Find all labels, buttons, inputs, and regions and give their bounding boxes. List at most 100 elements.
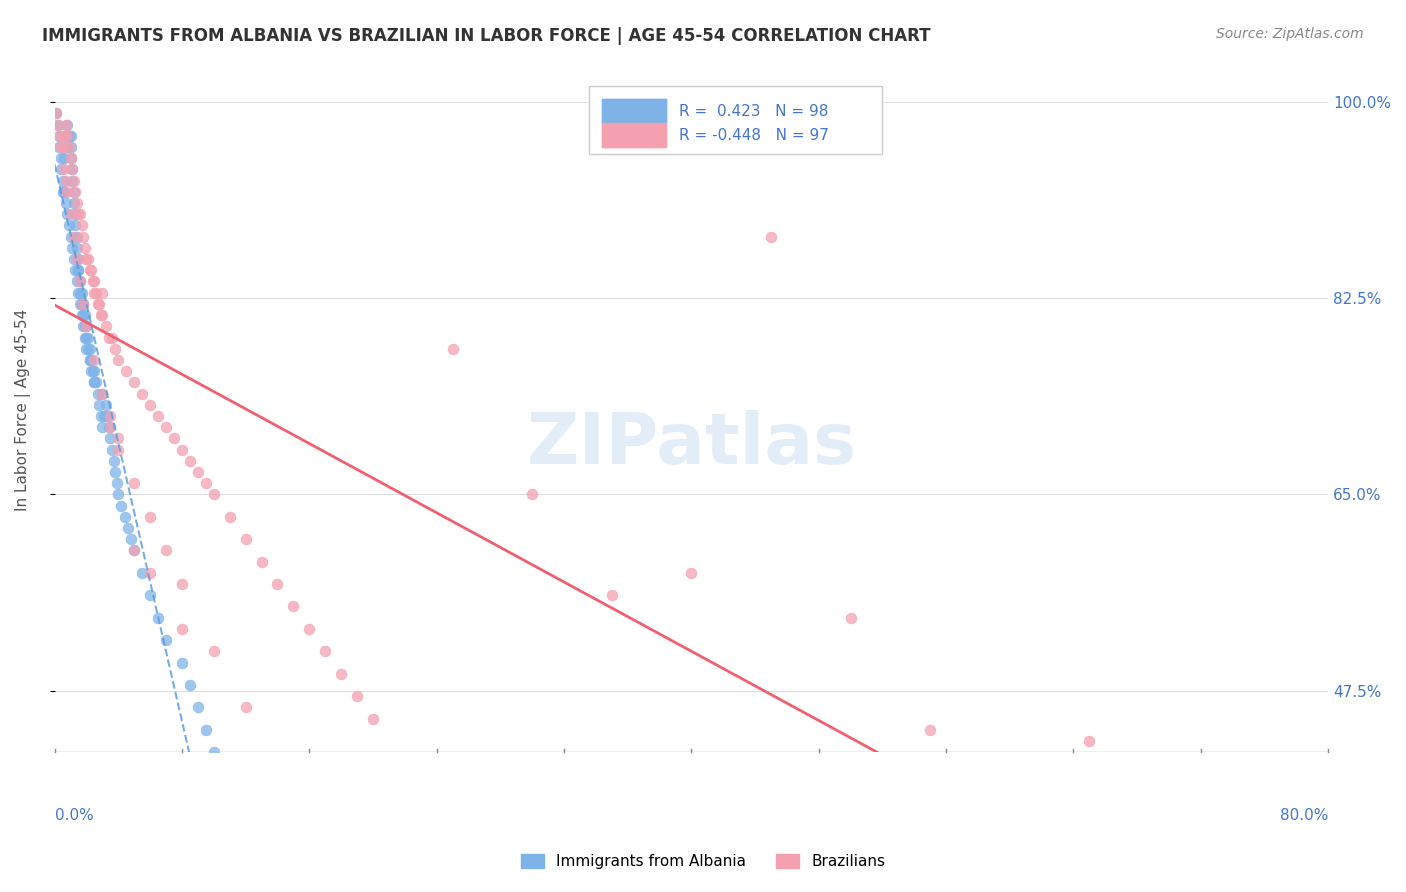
Point [179, 678, 201, 692]
Point [441, 342, 464, 356]
Point [1078, 734, 1101, 748]
Point [131, 566, 153, 580]
Point [55, 118, 77, 132]
Point [53, 185, 76, 199]
Point [75, 319, 97, 334]
Point [94, 398, 117, 412]
FancyBboxPatch shape [589, 86, 883, 154]
Point [58, 219, 80, 233]
Point [96, 409, 118, 423]
Point [62, 185, 84, 199]
Legend: Immigrants from Albania, Brazilians: Immigrants from Albania, Brazilians [515, 848, 891, 875]
Point [67, 263, 90, 277]
Point [105, 476, 128, 491]
Point [49, 140, 72, 154]
Point [70, 285, 93, 300]
Point [139, 566, 162, 580]
Point [194, 476, 217, 491]
Point [155, 633, 177, 648]
Point [48, 128, 70, 143]
Point [58, 140, 80, 154]
Point [62, 173, 84, 187]
Point [170, 656, 193, 670]
Point [89, 398, 111, 412]
Point [67, 252, 90, 266]
Point [48, 128, 70, 143]
Point [59, 151, 82, 165]
Point [83, 352, 105, 367]
Point [298, 622, 321, 636]
Point [75, 342, 97, 356]
Point [62, 252, 84, 266]
Point [69, 297, 91, 311]
Point [122, 543, 145, 558]
Point [122, 476, 145, 491]
Point [56, 207, 79, 221]
Point [103, 454, 125, 468]
Point [681, 566, 703, 580]
Point [155, 420, 177, 434]
Point [77, 252, 100, 266]
Point [91, 285, 114, 300]
Point [90, 409, 112, 423]
Point [59, 207, 82, 221]
Point [86, 297, 108, 311]
Point [839, 610, 862, 624]
Point [70, 297, 93, 311]
Point [52, 173, 75, 187]
Point [83, 275, 105, 289]
Point [117, 521, 139, 535]
Point [266, 577, 288, 591]
Point [75, 319, 97, 334]
Point [70, 219, 93, 233]
Point [45, 106, 67, 120]
Point [73, 241, 96, 255]
Text: R =  0.423   N = 98: R = 0.423 N = 98 [679, 104, 828, 120]
Point [72, 297, 94, 311]
Point [155, 543, 177, 558]
Point [83, 376, 105, 390]
Point [98, 420, 121, 434]
Y-axis label: In Labor Force | Age 45-54: In Labor Force | Age 45-54 [15, 310, 31, 511]
Point [107, 487, 129, 501]
Point [83, 364, 105, 378]
Point [80, 352, 103, 367]
Point [77, 342, 100, 356]
Point [60, 173, 83, 187]
Point [131, 386, 153, 401]
Point [170, 442, 193, 457]
Point [55, 196, 77, 211]
Point [62, 229, 84, 244]
Point [60, 241, 83, 255]
Point [59, 140, 82, 154]
Point [56, 140, 79, 154]
Point [75, 252, 97, 266]
Point [107, 431, 129, 445]
Point [49, 162, 72, 177]
Point [66, 252, 89, 266]
Point [69, 207, 91, 221]
Point [83, 376, 105, 390]
Point [122, 543, 145, 558]
Point [98, 431, 121, 445]
Point [93, 409, 115, 423]
Point [66, 241, 89, 255]
Point [55, 173, 77, 187]
Point [120, 533, 142, 547]
Point [170, 577, 193, 591]
Point [79, 342, 101, 356]
Point [107, 442, 129, 457]
Point [346, 689, 368, 703]
Point [187, 700, 209, 714]
Point [179, 454, 201, 468]
Point [48, 140, 70, 154]
Point [56, 128, 79, 143]
Point [69, 275, 91, 289]
Point [91, 386, 114, 401]
FancyBboxPatch shape [602, 99, 666, 123]
Point [97, 420, 120, 434]
Point [58, 128, 80, 143]
Point [70, 308, 93, 322]
Point [101, 442, 124, 457]
Point [170, 622, 193, 636]
